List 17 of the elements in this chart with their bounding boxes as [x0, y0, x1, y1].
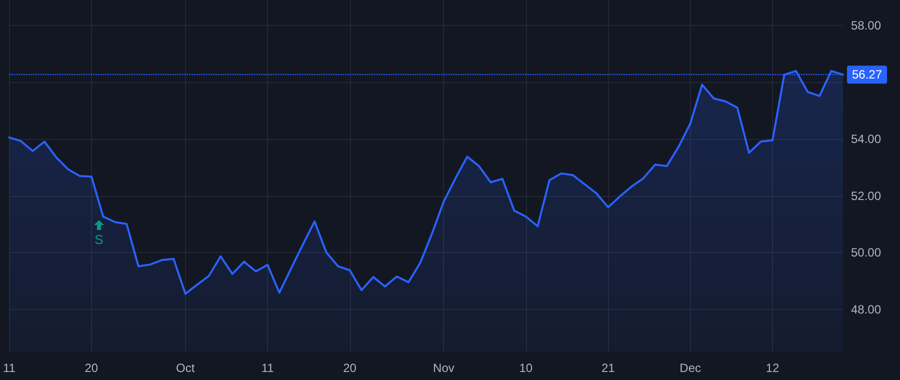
y-tick-label: 54.00	[851, 132, 882, 146]
x-tick-label: Nov	[433, 361, 454, 375]
y-tick-label: 52.00	[851, 188, 882, 203]
x-tick-label: Oct	[176, 361, 196, 375]
x-tick-label: 21	[601, 361, 616, 375]
x-tick-label: 11	[261, 361, 274, 375]
x-tick-label: Dec	[680, 361, 702, 375]
annotation: S	[94, 232, 104, 247]
y-tick-label: 48.00	[851, 302, 882, 316]
y-tick-label: 58.00	[851, 18, 882, 33]
x-tick-label: 20	[84, 361, 98, 375]
ref-line-label: 56.27	[852, 68, 882, 82]
y-tick-label: 50.00	[851, 246, 882, 260]
x-tick-label: 11	[2, 361, 16, 375]
x-tick-label: 10	[519, 361, 533, 375]
x-tick-label: 12	[766, 361, 780, 375]
x-tick-label: 20	[343, 361, 357, 375]
